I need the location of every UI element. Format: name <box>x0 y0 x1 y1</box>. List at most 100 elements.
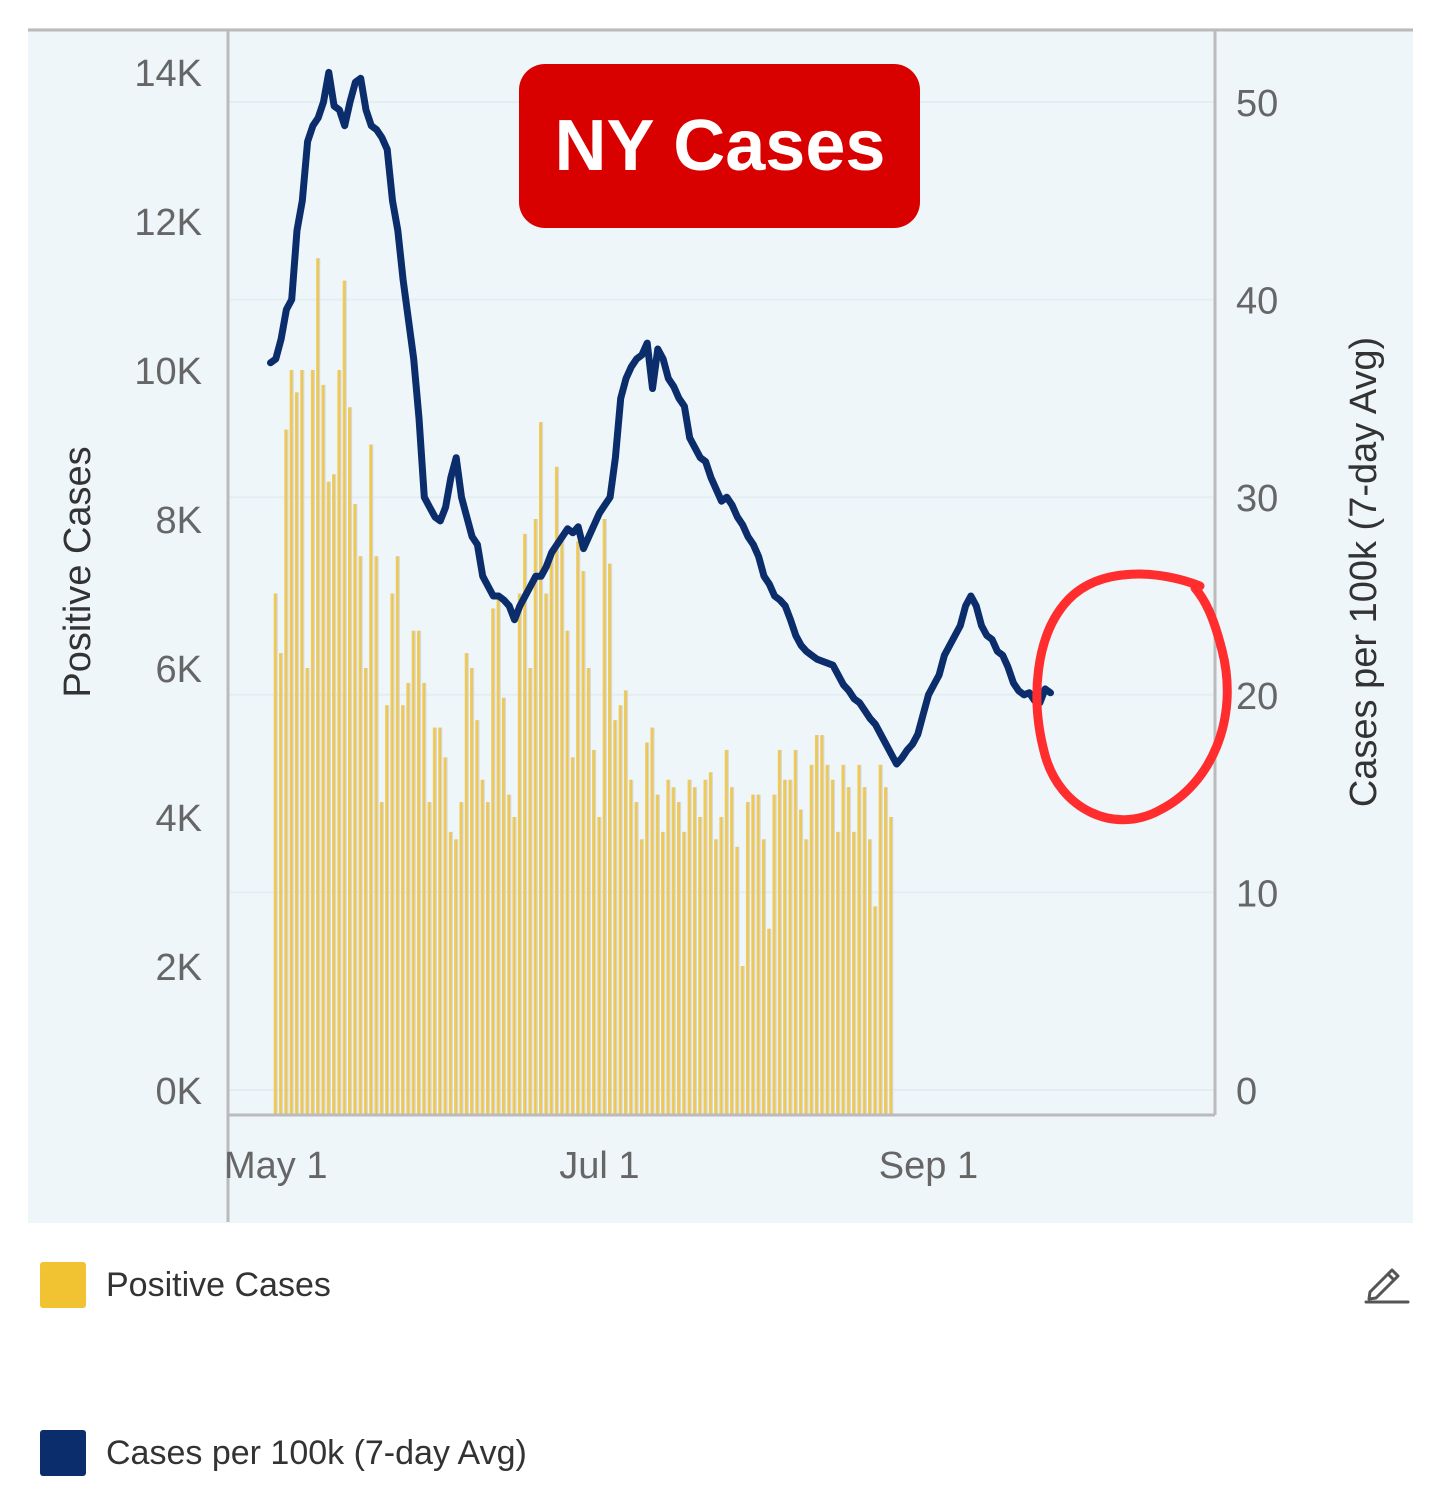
bar-positive-cases <box>814 735 818 1115</box>
bar-positive-cases <box>607 563 611 1115</box>
bar-positive-cases <box>528 668 532 1115</box>
bar-positive-cases <box>470 668 473 1115</box>
bar-positive-cases <box>820 735 824 1115</box>
left-axis-tick-label: 0K <box>156 1071 202 1113</box>
bar-positive-cases <box>369 444 373 1115</box>
bar-positive-cases <box>416 630 420 1115</box>
legend-item-cases-per-100k[interactable]: Cases per 100k (7-day Avg) <box>40 1430 527 1476</box>
bar-positive-cases <box>618 705 622 1115</box>
right-axis-title: Cases per 100k (7-day Avg) <box>1343 337 1385 807</box>
legend-swatch-positive-cases <box>40 1262 86 1308</box>
bar-positive-cases <box>401 705 404 1115</box>
left-axis-ticks: 0K 2K 4K 6K 8K 10K 12K 14K <box>134 53 202 1113</box>
x-axis-tick-label: Jul 1 <box>559 1145 639 1187</box>
left-axis-tick-label: 8K <box>156 500 202 542</box>
bar-positive-cases <box>278 653 282 1115</box>
bar-positive-cases <box>735 846 739 1115</box>
bar-positive-cases <box>385 705 389 1115</box>
bar-positive-cases <box>438 727 442 1115</box>
left-axis-tick-label: 4K <box>156 798 202 840</box>
bar-positive-cases <box>316 258 320 1115</box>
legend-label: Cases per 100k (7-day Avg) <box>106 1433 527 1472</box>
bar-positive-cases <box>422 682 426 1115</box>
bar-positive-cases <box>783 779 787 1115</box>
bar-positive-cases <box>740 966 744 1115</box>
right-axis-tick-label: 10 <box>1236 873 1278 915</box>
bar-positive-cases <box>623 690 627 1115</box>
bar-positive-cases <box>714 839 718 1115</box>
bar-positive-cases <box>507 794 511 1115</box>
bar-positive-cases <box>374 556 378 1115</box>
bar-positive-cases <box>883 787 887 1115</box>
left-axis-tick-label: 12K <box>134 202 202 244</box>
bar-positive-cases <box>406 682 410 1115</box>
bar-positive-cases <box>873 906 877 1115</box>
bar-positive-cases <box>539 422 542 1115</box>
bar-positive-cases <box>533 519 537 1115</box>
title-badge: NY Cases <box>519 64 920 228</box>
bar-positive-cases <box>825 764 829 1115</box>
bar-positive-cases <box>772 794 776 1115</box>
bar-positive-cases <box>708 772 712 1115</box>
bar-positive-cases <box>862 787 866 1115</box>
bar-positive-cases <box>751 794 755 1115</box>
bar-positive-cases <box>639 839 643 1115</box>
right-axis-tick-label: 30 <box>1236 478 1278 520</box>
bar-positive-cases <box>549 556 553 1115</box>
left-axis-tick-label: 2K <box>156 947 202 989</box>
bar-positive-cases <box>841 764 845 1115</box>
bar-positive-cases <box>661 831 664 1115</box>
bar-positive-cases <box>703 779 707 1115</box>
bar-positive-cases <box>597 817 601 1115</box>
bar-positive-cases <box>613 720 617 1115</box>
bar-positive-cases <box>809 764 813 1115</box>
bar-positive-cases <box>878 764 882 1115</box>
bar-positive-cases <box>745 802 749 1115</box>
title-badge-text: NY Cases <box>555 106 886 186</box>
bar-positive-cases <box>284 429 288 1116</box>
bar-positive-cases <box>485 802 489 1115</box>
bar-positive-cases <box>570 757 574 1115</box>
legend-item-positive-cases[interactable]: Positive Cases <box>40 1262 331 1308</box>
right-axis-tick-label: 40 <box>1236 281 1278 323</box>
bar-positive-cases <box>767 928 771 1115</box>
right-axis-tick-label: 50 <box>1236 83 1278 125</box>
x-axis-tick-label: Sep 1 <box>879 1145 978 1187</box>
bar-positive-cases <box>337 370 341 1115</box>
legend-label: Positive Cases <box>106 1265 331 1304</box>
bar-positive-cases <box>836 831 840 1115</box>
annotation-circle <box>1032 569 1232 825</box>
bar-positive-cases <box>719 817 723 1115</box>
bar-positive-cases <box>332 474 335 1115</box>
bar-positive-cases <box>512 817 516 1115</box>
bar-positive-cases <box>554 466 558 1116</box>
axes <box>28 28 1413 1222</box>
bar-positive-cases <box>799 809 802 1115</box>
bar-positive-cases <box>777 749 781 1115</box>
bars <box>273 258 894 1116</box>
bar-positive-cases <box>852 831 855 1115</box>
bar-positive-cases <box>586 668 590 1115</box>
bar-positive-cases <box>321 384 325 1115</box>
pencil-edit-icon[interactable] <box>1362 1258 1412 1304</box>
bar-positive-cases <box>682 831 686 1115</box>
bar-positive-cases <box>273 593 277 1115</box>
bar-positive-cases <box>666 779 670 1115</box>
bar-positive-cases <box>432 727 436 1115</box>
bar-positive-cases <box>294 392 298 1116</box>
bar-positive-cases <box>480 779 484 1115</box>
bar-positive-cases <box>427 802 431 1115</box>
bar-positive-cases <box>650 727 654 1115</box>
legend-swatch-cases-per-100k <box>40 1430 86 1476</box>
bar-positive-cases <box>342 280 346 1116</box>
bar-positive-cases <box>846 787 850 1115</box>
bar-positive-cases <box>634 802 638 1115</box>
bar-positive-cases <box>687 779 691 1115</box>
bar-positive-cases <box>358 556 362 1115</box>
bar-positive-cases <box>692 787 696 1115</box>
x-axis-tick-label: May 1 <box>224 1145 327 1187</box>
bar-positive-cases <box>459 802 463 1115</box>
bar-positive-cases <box>857 764 861 1115</box>
bar-positive-cases <box>289 370 293 1115</box>
bar-positive-cases <box>581 571 585 1115</box>
